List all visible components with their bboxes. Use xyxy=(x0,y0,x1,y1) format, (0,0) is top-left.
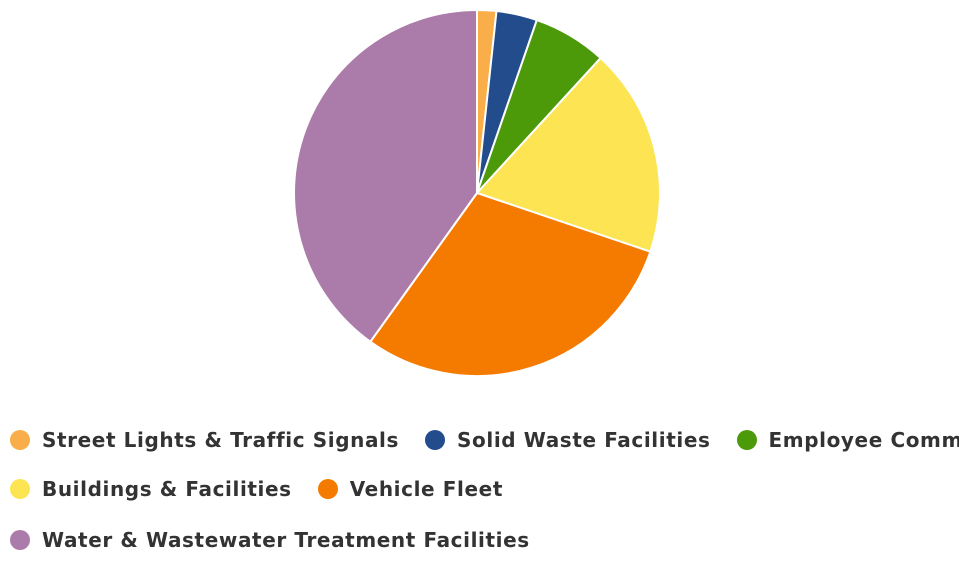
legend-item-street-lights[interactable]: Street Lights & Traffic Signals xyxy=(10,428,399,452)
legend-label-employee-commute: Employee Commute xyxy=(768,428,959,452)
legend-item-buildings[interactable]: Buildings & Facilities xyxy=(10,477,292,501)
legend-dot-street-lights xyxy=(10,430,30,450)
legend-dot-water-wastewater xyxy=(10,530,30,550)
pie-slice-buildings-and-facilities[interactable] xyxy=(476,57,661,253)
legend-label-street-lights: Street Lights & Traffic Signals xyxy=(42,428,400,452)
legend-row-1: Street Lights & Traffic Signals Solid Wa… xyxy=(10,425,959,455)
pie-chart xyxy=(293,8,661,377)
legend-item-water-wastewater[interactable]: Water & Wastewater Treatment Facilities xyxy=(10,528,530,552)
legend-item-employee-commute[interactable]: Employee Commute xyxy=(736,428,959,452)
legend-dot-buildings xyxy=(10,479,30,499)
legend-item-vehicle-fleet[interactable]: Vehicle Fleet xyxy=(317,477,503,501)
legend-row-2: Buildings & Facilities Vehicle Fleet xyxy=(10,474,529,504)
legend-dot-employee-commute xyxy=(736,430,757,450)
legend-label-solid-waste: Solid Waste Facilities xyxy=(457,428,711,452)
legend-dot-solid-waste xyxy=(425,430,446,450)
legend-item-solid-waste[interactable]: Solid Waste Facilities xyxy=(425,428,710,452)
legend-dot-vehicle-fleet xyxy=(317,479,338,499)
legend-row-3: Water & Wastewater Treatment Facilities xyxy=(10,525,556,555)
pie-slice-water-and-wastewater-treatment-facilities[interactable] xyxy=(293,9,478,343)
legend-label-vehicle-fleet: Vehicle Fleet xyxy=(349,477,503,501)
legend-label-water-wastewater: Water & Wastewater Treatment Facilities xyxy=(42,528,530,552)
legend-label-buildings: Buildings & Facilities xyxy=(42,477,292,501)
pie-slice-vehicle-fleet[interactable] xyxy=(369,192,652,377)
